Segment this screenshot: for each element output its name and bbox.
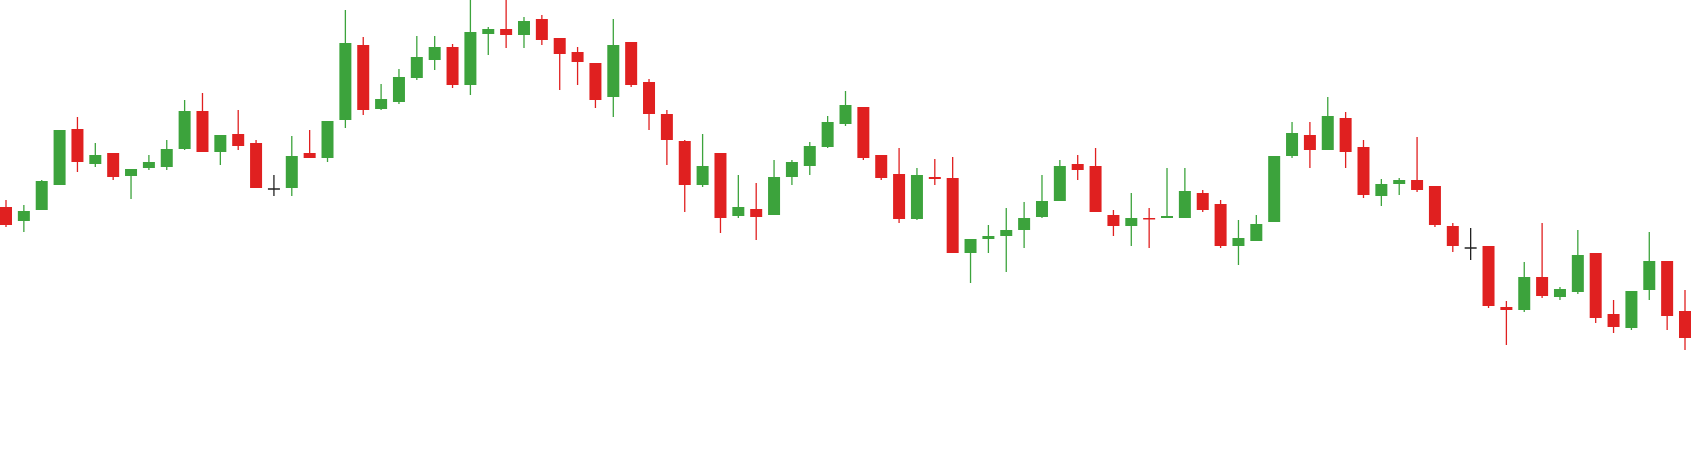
candle-body: [1321, 116, 1334, 150]
candle-body: [803, 146, 816, 166]
candle-body: [1232, 238, 1245, 246]
candle-body: [910, 175, 923, 219]
candle-body: [303, 153, 316, 158]
candle-body: [1661, 261, 1674, 316]
candle-body: [1071, 164, 1084, 170]
candle-body: [53, 130, 66, 185]
candle-body: [357, 45, 370, 110]
candle-body: [250, 143, 263, 188]
candle-body: [1679, 311, 1691, 338]
candle-body: [768, 177, 781, 215]
candle-body: [321, 121, 334, 158]
candle-body: [178, 111, 191, 149]
candle-body: [1500, 307, 1513, 310]
candle-body: [1553, 289, 1566, 297]
candle-body: [1482, 246, 1495, 306]
candle-body: [71, 129, 84, 162]
candle-body: [928, 177, 941, 179]
candle-body: [214, 135, 227, 152]
candle-body: [232, 134, 245, 146]
candle-body: [839, 105, 852, 124]
candle-body: [1446, 226, 1459, 246]
candle-body: [1178, 191, 1191, 218]
candle-body: [875, 155, 888, 178]
candle-body: [1089, 166, 1102, 212]
candle-body: [1196, 193, 1209, 210]
candle-body: [17, 211, 30, 221]
candle-body: [1214, 204, 1227, 246]
candle-body: [553, 38, 566, 54]
candle-body: [517, 21, 530, 35]
candle-body: [1107, 215, 1120, 226]
candle-body: [946, 178, 959, 253]
candle-body: [142, 162, 155, 168]
candle-body: [410, 57, 423, 78]
candle-body: [714, 153, 727, 218]
candle-body: [785, 162, 798, 177]
candle-body: [1625, 291, 1638, 328]
candle-body: [1375, 184, 1388, 196]
candle-body: [446, 47, 459, 85]
candle-body: [678, 141, 691, 185]
candle-body: [196, 111, 209, 152]
candle-body: [1125, 218, 1138, 226]
candle-body: [535, 19, 548, 40]
candle-body: [1643, 261, 1656, 290]
candle-body: [1303, 135, 1316, 150]
candle-body: [732, 207, 745, 216]
candle-body: [1000, 230, 1013, 236]
candle-body: [89, 155, 102, 164]
candle-body: [625, 42, 638, 85]
candle-body: [589, 63, 602, 100]
candle-body: [1536, 277, 1549, 296]
candle-body: [1571, 255, 1584, 292]
candle-body: [893, 174, 906, 219]
candle-body: [482, 29, 495, 34]
candle-body: [1607, 314, 1620, 327]
candle-body: [857, 107, 870, 158]
candle-body: [500, 29, 513, 35]
candle-body: [0, 207, 12, 225]
candle-body: [982, 236, 995, 239]
candle-body: [660, 114, 673, 140]
candle-body: [964, 239, 977, 253]
candle-body: [125, 169, 138, 176]
candle-body: [750, 209, 763, 217]
candle-body: [607, 45, 620, 97]
candle-body: [35, 181, 48, 210]
candle-body: [696, 166, 709, 185]
candle-body: [339, 43, 352, 120]
candle-body: [428, 47, 441, 60]
candle-body: [1428, 186, 1441, 225]
candle-body: [1268, 156, 1281, 222]
candle-body: [1143, 218, 1156, 220]
candle-body: [285, 156, 298, 188]
candle-body: [1250, 224, 1263, 241]
candle-body: [1161, 216, 1174, 218]
candle-body: [1018, 218, 1031, 230]
candle-body: [571, 52, 584, 62]
candle-body: [643, 82, 656, 114]
candle-body: [1339, 118, 1352, 152]
candle-body: [1357, 147, 1370, 195]
candle-body: [1393, 180, 1406, 184]
candle-body: [464, 32, 477, 85]
candle-body: [1053, 166, 1066, 201]
candle-body: [375, 99, 388, 109]
candle-body: [1589, 253, 1602, 318]
candle-body: [1286, 133, 1299, 156]
candle-body: [1518, 277, 1531, 310]
candle-body: [1411, 180, 1424, 190]
candle-body: [392, 77, 405, 102]
candle-body: [821, 122, 834, 147]
candle-body: [107, 153, 120, 177]
candle-body: [1035, 201, 1048, 217]
candle-body: [160, 149, 173, 167]
